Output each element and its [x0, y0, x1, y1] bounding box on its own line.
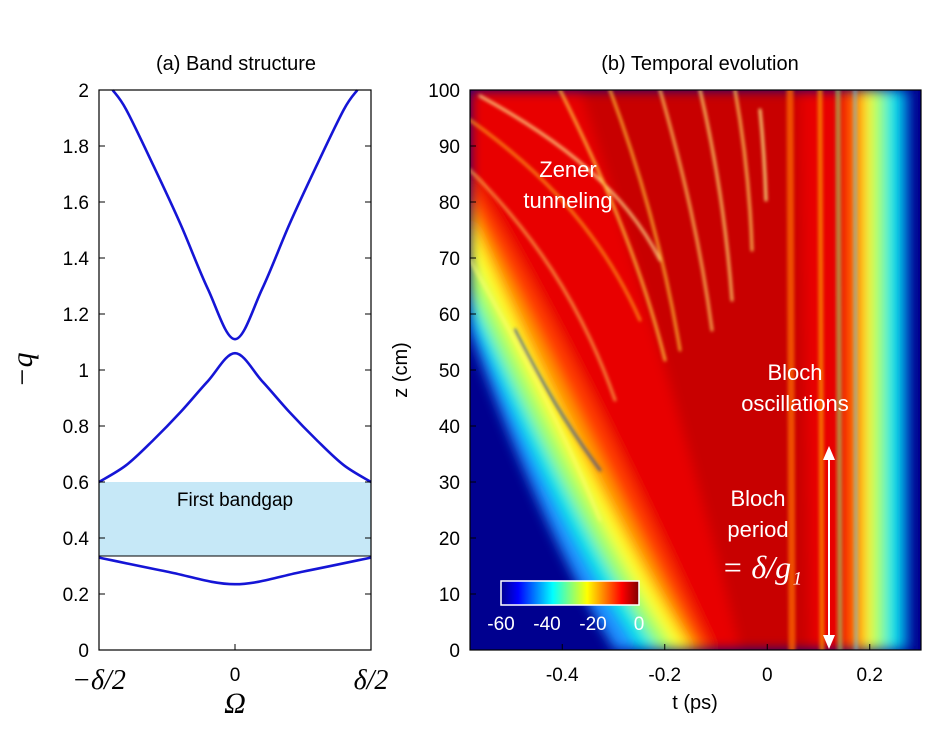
x-tick-neg-half-delta: −δ/2: [72, 665, 126, 696]
y-tick-label: 0.2: [63, 585, 89, 606]
band-curve-2: [98, 351, 372, 484]
y-tick-label: 1.8: [63, 137, 89, 158]
y-tick-label: 20: [439, 529, 460, 550]
y-tick-label: 70: [439, 249, 460, 270]
colorbar-tick-label: 0: [634, 614, 645, 635]
panel-b-y-ticks: 0 10 20 30 40 50 60 70 80 90 100: [428, 81, 476, 662]
panel-a-title: (a) Band structure: [156, 53, 316, 75]
annotation-bloch-period-line1: Bloch: [730, 486, 785, 511]
band-curves: [98, 89, 372, 586]
colorbar-tick-label: -40: [533, 614, 560, 635]
y-tick-label: 80: [439, 193, 460, 214]
heatmap: [470, 90, 921, 650]
y-tick-label: 1: [78, 361, 89, 382]
panel-b-x-ticks: -0.4 -0.2 0 0.2: [546, 644, 883, 686]
panel-b: (b) Temporal evolution: [390, 53, 922, 714]
annotation-bloch-osc-line1: Bloch: [767, 360, 822, 385]
y-tick-label: 50: [439, 361, 460, 382]
bloch-period-arrow: [823, 446, 835, 649]
colorbar-tick-label: -20: [579, 614, 606, 635]
panel-a-x-label: Ω: [224, 687, 246, 720]
bandgap-label: First bandgap: [177, 490, 293, 511]
y-tick-label: 1.4: [63, 249, 90, 270]
annotation-bloch-osc-line2: oscillations: [741, 391, 849, 416]
colorbar-gradient: [500, 580, 640, 606]
colorbar-ticks: -60 -40 -20 0: [487, 614, 644, 635]
panel-a-y-label: −q: [6, 352, 39, 387]
y-tick-label: 40: [439, 417, 460, 438]
bandgap-region: [99, 482, 371, 556]
panel-b-title: (b) Temporal evolution: [601, 53, 799, 75]
colorbar: -60 -40 -20 0: [487, 580, 644, 635]
annotation-period-formula: = δ/g₁: [722, 549, 802, 585]
y-tick-label: 30: [439, 473, 460, 494]
y-tick-label: 0.4: [63, 529, 90, 550]
panel-a-x-ticks: −δ/2 0 δ/2: [72, 644, 388, 696]
y-tick-label: 0: [78, 641, 89, 662]
y-tick-label: 90: [439, 137, 460, 158]
y-tick-label: 60: [439, 305, 460, 326]
x-tick-label: -0.2: [648, 665, 681, 686]
y-tick-label: 2: [78, 81, 89, 102]
annotation-zener-line2: tunneling: [523, 188, 612, 213]
x-tick-label: -0.4: [546, 665, 579, 686]
annotation-zener-line1: Zener: [539, 157, 596, 182]
panel-b-y-label: z (cm): [390, 342, 412, 398]
x-tick-label: 0: [762, 665, 773, 686]
y-tick-label: 0: [449, 641, 460, 662]
annotation-bloch-period-line2: period: [727, 517, 788, 542]
band-curve-1: [98, 556, 372, 586]
y-tick-label: 1.2: [63, 305, 89, 326]
y-tick-label: 0.6: [63, 473, 89, 494]
y-tick-label: 10: [439, 585, 460, 606]
y-tick-label: 100: [428, 81, 460, 102]
band-curve-3: [111, 89, 359, 341]
panel-b-x-label: t (ps): [672, 692, 718, 714]
x-tick-zero: 0: [230, 665, 241, 686]
colorbar-tick-label: -60: [487, 614, 514, 635]
y-tick-label: 0.8: [63, 417, 89, 438]
x-tick-label: 0.2: [857, 665, 883, 686]
y-tick-label: 1.6: [63, 193, 89, 214]
x-tick-pos-half-delta: δ/2: [354, 665, 389, 696]
panel-a: (a) Band structure First bandgap 0 0.2 0.4…: [6, 53, 388, 720]
panel-a-y-ticks: 0 0.2 0.4 0.6 0.8 1 1.2 1.4 1.6 1.8 2: [63, 81, 371, 662]
